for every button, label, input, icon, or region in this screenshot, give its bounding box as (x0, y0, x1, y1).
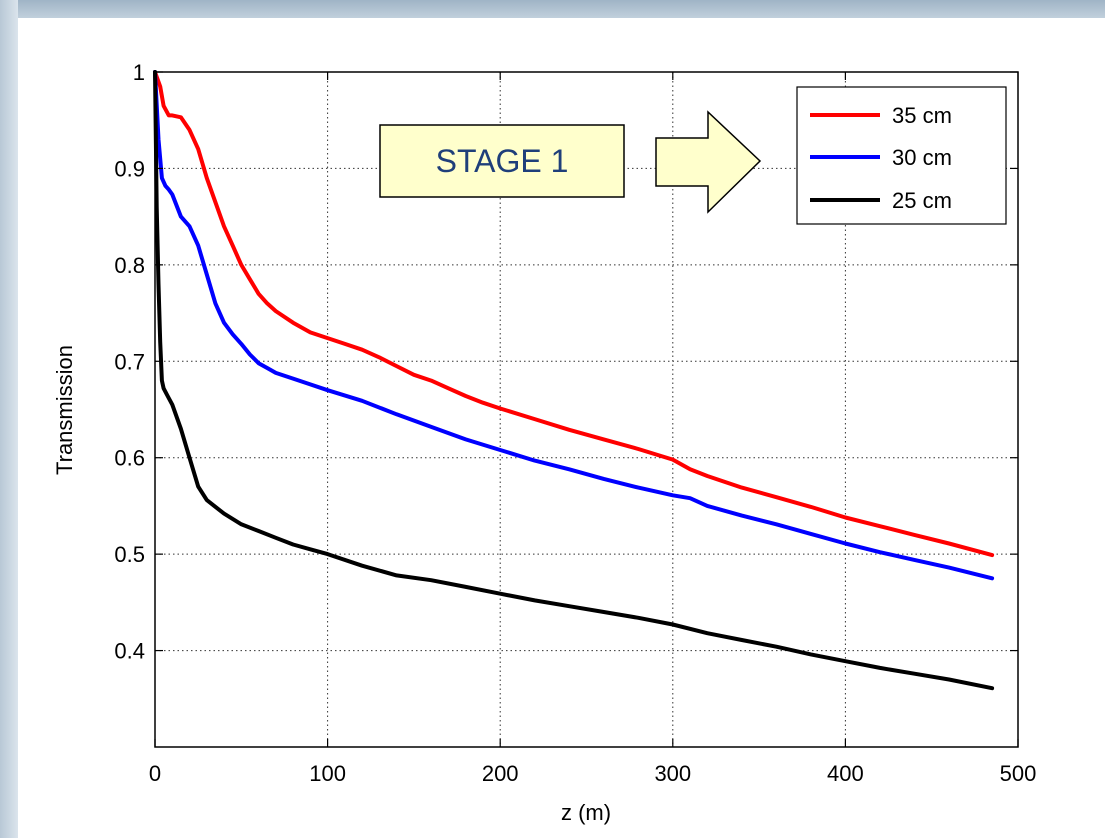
x-axis-ticks: 0 100 200 300 400 500 (149, 72, 1036, 786)
plot-area-border (154, 71, 1019, 748)
legend-label: 30 cm (892, 145, 952, 170)
series-line-35-cm (153, 70, 995, 558)
stage-label-text: STAGE 1 (436, 143, 569, 179)
x-tick-label: 400 (827, 761, 864, 786)
legend-label: 35 cm (892, 103, 952, 128)
y-axis-ticks: 0.4 0.5 0.6 0.7 0.8 0.9 1 (114, 60, 1018, 664)
x-tick-label: 300 (654, 761, 691, 786)
y-tick-label: 0.9 (114, 156, 145, 181)
y-tick-label: 0.4 (114, 639, 145, 664)
stage-annotation: STAGE 1 (379, 110, 762, 214)
y-tick-label: 0.6 (114, 446, 145, 471)
x-axis-label: z (m) (561, 800, 611, 825)
series-line-25-cm (153, 70, 995, 691)
y-axis-label: Transmission (52, 345, 77, 475)
stage-label-box (379, 124, 625, 198)
legend-entry: 35 cm (810, 103, 952, 128)
legend-label: 25 cm (892, 188, 952, 213)
legend: 35 cm 30 cm 25 cm (796, 86, 1007, 225)
y-tick-label: 0.8 (114, 253, 145, 278)
y-tick-label: 0.5 (114, 542, 145, 567)
slide-border (0, 0, 18, 838)
y-tick-label: 1 (133, 60, 145, 85)
plot-series (153, 70, 995, 691)
legend-entry: 30 cm (810, 145, 952, 170)
x-tick-label: 0 (149, 761, 161, 786)
x-tick-label: 100 (309, 761, 346, 786)
legend-entry: 25 cm (810, 188, 952, 213)
x-tick-label: 500 (1000, 761, 1037, 786)
y-tick-label: 0.7 (114, 349, 145, 374)
series-line-30-cm (153, 70, 995, 581)
right-arrow-icon (655, 110, 762, 214)
x-tick-label: 200 (482, 761, 519, 786)
